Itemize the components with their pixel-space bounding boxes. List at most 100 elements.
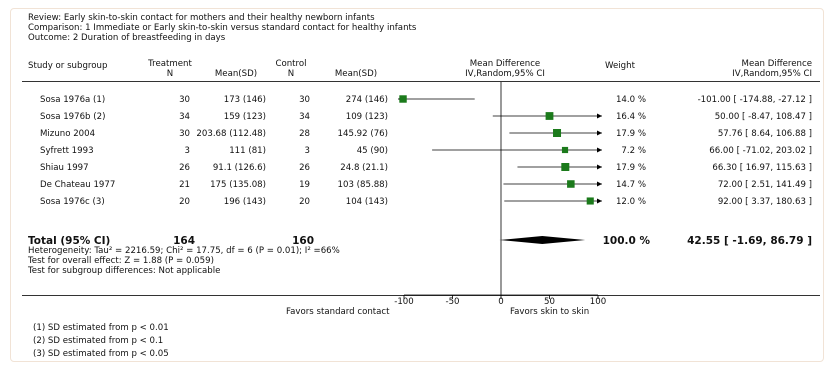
row-t-n: 26 <box>179 163 190 173</box>
row-study: De Chateau 1977 <box>40 180 116 190</box>
ci-arrow <box>597 130 602 136</box>
forest-plot-panel <box>10 8 824 362</box>
row-ci: 66.00 [ -71.02, 203.02 ] <box>709 146 812 156</box>
row-t-mean: 159 (123) <box>223 112 266 122</box>
ci-arrow <box>597 164 602 170</box>
comparison-line: Comparison: 1 Immediate or Early skin-to… <box>28 23 417 33</box>
col-md2-title: Mean Difference <box>741 59 812 69</box>
row-study: Sosa 1976c (3) <box>40 197 105 207</box>
study-marker <box>545 112 554 120</box>
pooled-diamond <box>499 236 586 244</box>
row-t-n: 21 <box>179 180 190 190</box>
study-marker <box>553 129 562 137</box>
row-ci: 50.00 [ -8.47, 108.47 ] <box>714 112 812 122</box>
subgroup-text: Test for subgroup differences: Not appli… <box>28 266 221 276</box>
ci-arrow <box>597 181 602 187</box>
total-c-n: 160 <box>292 235 314 247</box>
row-weight: 16.4 % <box>615 112 646 122</box>
row-c-mean: 45 (90) <box>356 146 388 156</box>
col-treatment-mean: Mean(SD) <box>214 69 258 79</box>
total-weight: 100.0 % <box>602 235 650 247</box>
axis-rule <box>22 295 820 296</box>
study-marker <box>561 146 569 154</box>
row-t-n: 30 <box>179 95 190 105</box>
row-t-n: 30 <box>179 129 190 139</box>
row-c-mean: 104 (143) <box>345 197 388 207</box>
row-c-mean: 145.92 (76) <box>337 129 388 139</box>
row-t-n: 34 <box>179 112 190 122</box>
row-study: Sosa 1976b (2) <box>40 112 106 122</box>
row-study: Sosa 1976a (1) <box>40 95 106 105</box>
col-control-mean: Mean(SD) <box>334 69 378 79</box>
footnote: (1) SD estimated from p < 0.01 <box>33 323 169 333</box>
col-study: Study or subgroup <box>28 61 108 71</box>
row-study: Shiau 1997 <box>40 163 89 173</box>
row-c-n: 19 <box>299 180 310 190</box>
total-ci: 42.55 [ -1.69, 86.79 ] <box>687 235 812 247</box>
footnote: (3) SD estimated from p < 0.05 <box>33 349 169 359</box>
ci-arrow <box>597 147 602 153</box>
footnote: (2) SD estimated from p < 0.1 <box>33 336 164 346</box>
heterogeneity-text: Heterogeneity: Tau² = 2216.59; Chi² = 17… <box>28 246 340 256</box>
row-c-n: 30 <box>299 95 310 105</box>
row-study: Syfrett 1993 <box>40 146 94 156</box>
row-ci: 72.00 [ 2.51, 141.49 ] <box>717 180 812 190</box>
row-weight: 14.7 % <box>615 180 646 190</box>
row-c-n: 3 <box>304 146 310 156</box>
row-weight: 14.0 % <box>615 95 646 105</box>
col-control-n: N <box>287 69 295 79</box>
row-weight: 17.9 % <box>615 163 646 173</box>
study-marker <box>561 163 570 171</box>
row-c-n: 26 <box>299 163 310 173</box>
header-rule <box>22 81 820 82</box>
total-label: Total (95% CI) <box>28 235 111 247</box>
row-t-mean: 196 (143) <box>223 197 266 207</box>
row-study: Mizuno 2004 <box>40 129 96 139</box>
study-marker <box>586 197 594 205</box>
study-marker <box>567 180 575 188</box>
x-tick-label: 50 <box>544 297 555 307</box>
row-t-mean: 91.1 (126.6) <box>212 163 266 173</box>
row-t-n: 20 <box>179 197 190 207</box>
x-tick-label: -50 <box>445 297 459 307</box>
row-ci: 66.30 [ 16.97, 115.63 ] <box>712 163 812 173</box>
col-md-method: IV,Random,95% CI <box>465 69 545 79</box>
x-tick-label: 100 <box>590 297 606 307</box>
row-t-mean: 203.68 (112.48) <box>196 129 266 139</box>
x-tick-label: 0 <box>498 297 503 307</box>
col-treatment: Treatment <box>148 59 192 69</box>
row-t-n: 3 <box>184 146 190 156</box>
row-t-mean: 111 (81) <box>229 146 266 156</box>
review-line: Review: Early skin-to-skin contact for m… <box>28 13 375 23</box>
row-t-mean: 173 (146) <box>223 95 266 105</box>
overall-effect-text: Test for overall effect: Z = 1.88 (P = 0… <box>28 256 214 266</box>
col-weight: Weight <box>605 61 635 71</box>
row-c-mean: 274 (146) <box>345 95 388 105</box>
row-ci: -101.00 [ -174.88, -27.12 ] <box>697 95 812 105</box>
row-weight: 7.2 % <box>621 146 646 156</box>
row-c-n: 28 <box>299 129 310 139</box>
col-md2-method: IV,Random,95% CI <box>732 69 812 79</box>
col-control: Control <box>275 59 307 69</box>
row-weight: 17.9 % <box>615 129 646 139</box>
favors-left-label: Favors standard contact <box>286 307 390 317</box>
outcome-line: Outcome: 2 Duration of breastfeeding in … <box>28 33 226 43</box>
ci-arrow <box>597 113 602 119</box>
total-t-n: 164 <box>173 235 195 247</box>
favors-right-label: Favors skin to skin <box>510 307 590 317</box>
row-c-n: 34 <box>299 112 310 122</box>
x-tick-label: -100 <box>394 297 414 307</box>
study-marker <box>399 95 407 103</box>
row-ci: 57.76 [ 8.64, 106.88 ] <box>717 129 812 139</box>
row-t-mean: 175 (135.08) <box>210 180 266 190</box>
row-c-n: 20 <box>299 197 310 207</box>
row-c-mean: 103 (85.88) <box>337 180 388 190</box>
ci-arrow <box>597 198 602 204</box>
col-md-title: Mean Difference <box>469 59 541 69</box>
col-treatment-n: N <box>166 69 174 79</box>
row-c-mean: 24.8 (21.1) <box>340 163 388 173</box>
row-c-mean: 109 (123) <box>345 112 388 122</box>
row-weight: 12.0 % <box>615 197 646 207</box>
row-ci: 92.00 [ 3.37, 180.63 ] <box>717 197 812 207</box>
